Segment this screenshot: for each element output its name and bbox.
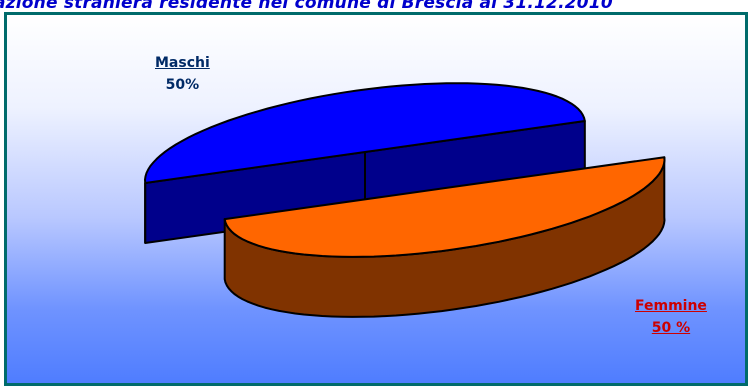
slice-top-maschi [144, 82, 586, 184]
pie-chart [144, 82, 666, 318]
slice-name-femmine: Femmine [635, 298, 707, 314]
chart-frame: Maschi 50% Femmine 50 % [4, 12, 748, 386]
slice-label-femmine: Femmine 50 % [635, 295, 707, 339]
slice-top-femmine [223, 156, 666, 258]
pie-slice-femmine [223, 156, 666, 318]
slice-name-maschi: Maschi [155, 55, 210, 71]
slice-value-maschi: 50% [165, 77, 200, 93]
slice-label-maschi: Maschi 50% [155, 52, 210, 96]
slice-value-femmine: 50 % [651, 320, 691, 336]
chart-title: azione straniera residente nel comune di… [0, 0, 613, 13]
